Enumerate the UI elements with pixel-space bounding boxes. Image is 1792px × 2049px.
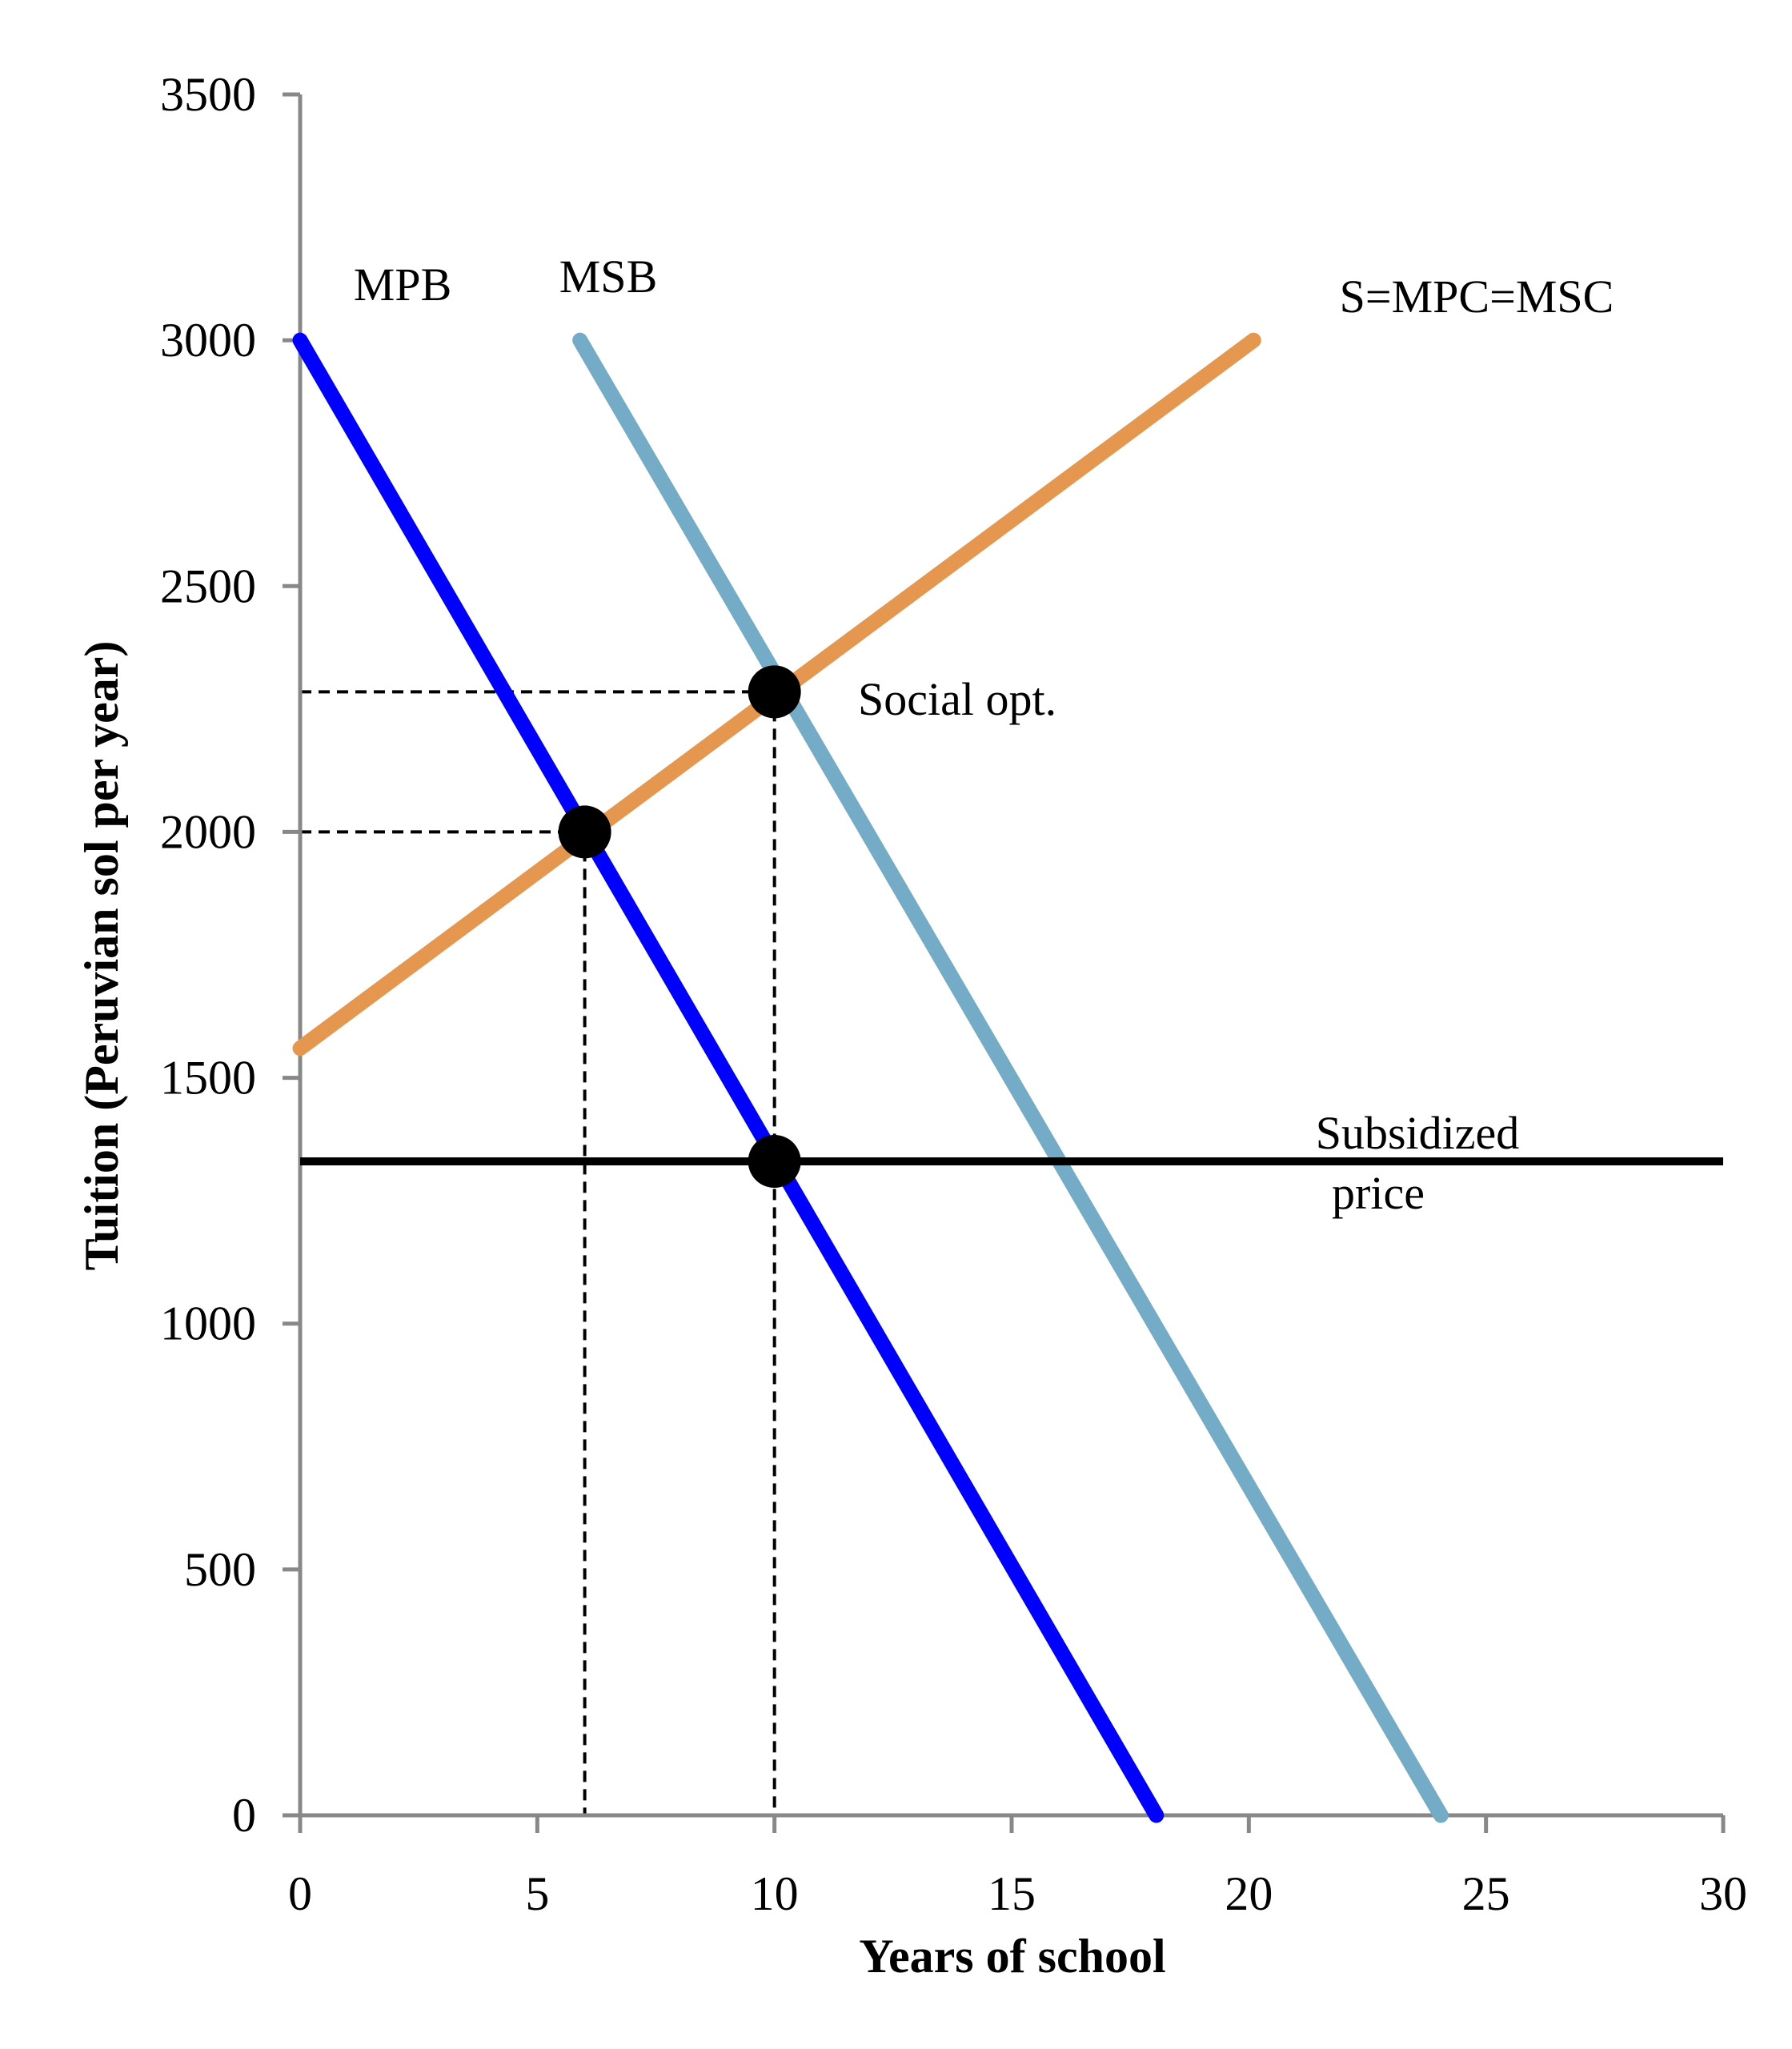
point-private-equilibrium bbox=[558, 805, 611, 859]
tick-labels: 0 500 1000 1500 2000 2500 3000 3500 0 5 10 15 20 25 30 bbox=[160, 68, 1747, 1920]
series-lines bbox=[292, 332, 1723, 1823]
x-tick-label-15: 15 bbox=[988, 1867, 1036, 1920]
y-tick-label-1500: 1500 bbox=[160, 1052, 256, 1105]
mpb-label: MPB bbox=[354, 259, 452, 311]
points bbox=[558, 665, 801, 1188]
subsidized-label-line2: price bbox=[1332, 1167, 1425, 1219]
x-tick-label-30: 30 bbox=[1699, 1867, 1747, 1920]
supply-label: S=MPC=MSC bbox=[1340, 271, 1614, 323]
y-axis-title: Tuition (Peruvian sol per year) bbox=[75, 641, 128, 1271]
reference-lines bbox=[300, 690, 776, 1815]
x-tick-label-10: 10 bbox=[751, 1867, 799, 1920]
social-opt-label: Social opt. bbox=[858, 673, 1056, 725]
y-tick-label-3000: 3000 bbox=[160, 314, 256, 367]
axes bbox=[283, 92, 1726, 1833]
x-tick-label-20: 20 bbox=[1225, 1867, 1273, 1920]
series-line-msb bbox=[572, 332, 1449, 1823]
y-tick-label-2000: 2000 bbox=[160, 805, 256, 858]
subsidized-label-line1: Subsidized bbox=[1316, 1107, 1520, 1159]
point-social-optimum bbox=[748, 665, 801, 719]
x-tick-label-25: 25 bbox=[1462, 1867, 1510, 1920]
y-tick-label-500: 500 bbox=[184, 1543, 256, 1596]
x-tick-label-5: 5 bbox=[525, 1867, 549, 1920]
y-tick-label-3500: 3500 bbox=[160, 68, 256, 121]
y-tick-label-1000: 1000 bbox=[160, 1297, 256, 1350]
y-tick-label-0: 0 bbox=[232, 1789, 256, 1842]
x-tick-label-0: 0 bbox=[288, 1867, 312, 1920]
series-line-mpb bbox=[292, 332, 1165, 1823]
msb-label: MSB bbox=[559, 251, 658, 303]
x-axis-title: Years of school bbox=[859, 1930, 1165, 1983]
point-subsidized-point bbox=[748, 1135, 801, 1188]
y-tick-label-2500: 2500 bbox=[160, 559, 256, 612]
